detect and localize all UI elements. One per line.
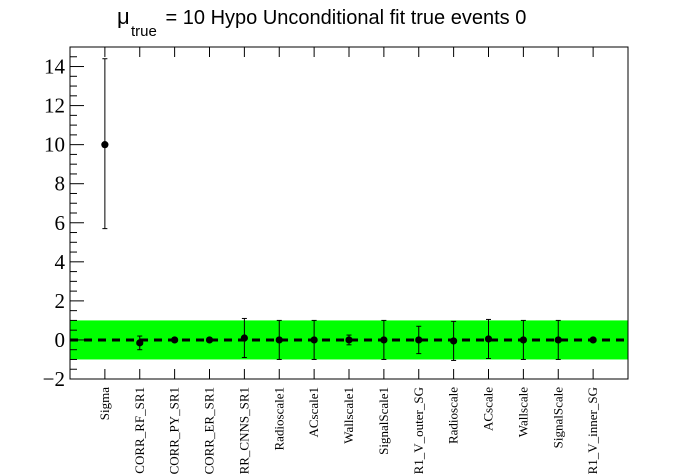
- y-tick-label: 8: [55, 172, 66, 196]
- marker: [415, 336, 423, 344]
- x-category-label: Radioscale1: [271, 387, 286, 451]
- data-point-14: [554, 319, 562, 360]
- marker: [101, 141, 109, 149]
- data-point-12: [484, 318, 493, 359]
- x-category-label: Sigma: [97, 387, 112, 420]
- data-point-7: [310, 319, 318, 360]
- x-category-label: CORR_CNNS_SR1: [236, 387, 251, 474]
- marker: [554, 336, 562, 344]
- marker: [450, 337, 458, 345]
- marker: [136, 339, 144, 347]
- x-category-label: CORR_ER_SR1: [202, 387, 217, 474]
- data-point-1: [101, 58, 109, 230]
- data-point-8: [345, 334, 353, 346]
- y-tick-label: 14: [44, 55, 66, 79]
- marker: [519, 336, 527, 344]
- y-tick-label: 4: [55, 250, 66, 274]
- x-category-label: CORR_RF_SR1: [132, 387, 147, 474]
- data-point-6: [275, 319, 283, 360]
- marker: [380, 336, 388, 344]
- x-category-label: ACscale: [481, 387, 496, 431]
- x-category-label: SignalScale: [550, 387, 565, 449]
- x-category-label: SR1_V_outer_SG: [411, 387, 426, 474]
- data-point-15: [589, 336, 597, 344]
- y-tick-label: 12: [44, 94, 65, 118]
- y-tick-label: 0: [55, 328, 66, 352]
- x-category-label: SR1_V_inner_SG: [585, 387, 600, 474]
- y-tick-label: 2: [55, 289, 66, 313]
- marker: [205, 336, 214, 344]
- marker: [310, 336, 318, 344]
- data-point-5: [240, 317, 248, 359]
- y-tick-label: 10: [44, 133, 65, 157]
- data-point-13: [519, 319, 527, 360]
- x-category-label: Wallscale: [515, 387, 530, 437]
- title-rest: = 10 Hypo Unconditional fit true events …: [160, 7, 526, 29]
- marker: [275, 336, 283, 344]
- data-point-9: [380, 319, 388, 360]
- title-subscript: true: [131, 23, 157, 40]
- x-category-label: ACscale1: [306, 387, 321, 438]
- marker: [484, 335, 493, 343]
- y-tick-label: 6: [55, 211, 66, 235]
- x-category-label: Wallscale1: [341, 387, 356, 444]
- data-point-10: [415, 325, 423, 355]
- data-point-3: [171, 336, 179, 344]
- title-mu: μ: [117, 4, 130, 29]
- x-category-label: CORR_PY_SR1: [167, 387, 182, 474]
- marker: [171, 336, 179, 344]
- x-category-label: SignalScale1: [376, 387, 391, 455]
- data-point-2: [136, 335, 144, 351]
- chart-title: μ true = 10 Hypo Unconditional fit true …: [117, 4, 526, 40]
- data-point-11: [450, 320, 458, 361]
- data-point-4: [205, 336, 214, 344]
- marker: [345, 336, 353, 344]
- x-category-label: Radioscale: [446, 387, 461, 444]
- y-tick-label: −2: [43, 367, 65, 391]
- marker: [240, 334, 248, 342]
- marker: [589, 336, 597, 344]
